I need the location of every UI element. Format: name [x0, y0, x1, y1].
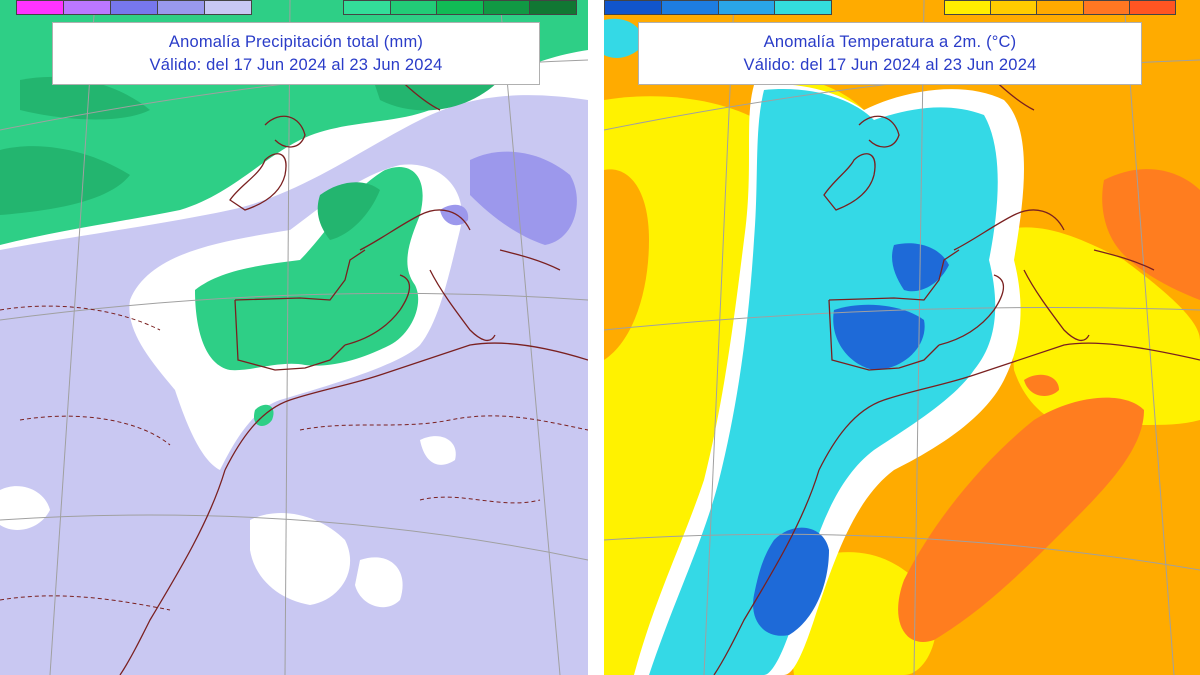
- precip-neutral-patch-sahara-1: [250, 512, 351, 605]
- precip-colorbar-negative: [16, 0, 252, 15]
- temp-positive-swatch-0: [945, 1, 992, 14]
- temp-warm-patch-west: [604, 169, 649, 360]
- temp-slight-warm-south: [792, 552, 937, 675]
- precip-title-box: Anomalía Precipitación total (mm) Válido…: [52, 22, 540, 85]
- precip-anomaly-contours: [0, 305, 588, 611]
- precip-coastlines: [119, 59, 588, 675]
- precip-positive-swatch-0: [344, 1, 391, 14]
- temp-strong-warm-patch: [1024, 374, 1059, 396]
- temp-positive-swatch-2: [1037, 1, 1084, 14]
- precip-neutral-patch-sahara-2: [355, 557, 403, 608]
- precip-negative-swatch-1: [64, 1, 111, 14]
- precip-strong-negative-patch-1: [470, 151, 577, 245]
- temp-negative-swatch-2: [718, 1, 776, 14]
- precip-negative-swatch-4: [205, 1, 251, 14]
- temp-positive-swatch-1: [991, 1, 1038, 14]
- precip-strong-positive-patch-1: [0, 146, 130, 215]
- temp-colorbar-positive: [944, 0, 1176, 15]
- temp-cool-anomaly-iberia-atlantic: [649, 89, 998, 675]
- precip-positive-swatch-2: [437, 1, 484, 14]
- precip-validity: Válido: del 17 Jun 2024 al 23 Jun 2024: [149, 55, 443, 74]
- temperature-anomaly-panel: Anomalía Temperatura a 2m. (°C) Válido: …: [604, 0, 1200, 675]
- precip-positive-swatch-4: [530, 1, 576, 14]
- precip-negative-swatch-0: [17, 1, 64, 14]
- temperature-anomaly-map: [604, 0, 1200, 675]
- temp-title-box: Anomalía Temperatura a 2m. (°C) Válido: …: [638, 22, 1142, 85]
- temp-cool-patch-northwest: [604, 18, 644, 58]
- temp-validity: Válido: del 17 Jun 2024 al 23 Jun 2024: [743, 55, 1037, 74]
- precip-negative-swatch-3: [158, 1, 205, 14]
- precip-graticule: [0, 0, 588, 675]
- precipitation-anomaly-map: [0, 0, 588, 675]
- precip-strong-negative-patch-2: [440, 204, 469, 226]
- temp-colorbar-negative: [604, 0, 832, 15]
- temp-positive-swatch-4: [1129, 1, 1176, 14]
- precip-neutral-patch-sahara-3: [420, 436, 456, 465]
- panel-separator: [588, 0, 604, 675]
- precip-colorbar-positive: [343, 0, 577, 15]
- precip-strong-positive-patch-4: [317, 182, 380, 240]
- temp-strong-warm-east: [1102, 169, 1200, 300]
- temp-strong-cool-iberia: [833, 304, 925, 370]
- precip-negative-swatch-2: [111, 1, 158, 14]
- temp-positive-swatch-3: [1083, 1, 1130, 14]
- temp-title: Anomalía Temperatura a 2m. (°C): [763, 32, 1017, 51]
- temp-negative-swatch-3: [775, 1, 831, 14]
- precip-positive-swatch-3: [483, 1, 531, 14]
- temp-strong-warm-sahara: [898, 397, 1144, 642]
- precip-positive-anomaly-iberia: [195, 167, 423, 371]
- precipitation-anomaly-panel: Anomalía Precipitación total (mm) Válido…: [0, 0, 588, 675]
- precip-title: Anomalía Precipitación total (mm): [168, 32, 424, 51]
- precip-positive-swatch-1: [390, 1, 438, 14]
- temp-strong-cool-africa: [753, 527, 829, 636]
- temp-negative-swatch-0: [605, 1, 662, 14]
- temp-negative-swatch-1: [661, 1, 719, 14]
